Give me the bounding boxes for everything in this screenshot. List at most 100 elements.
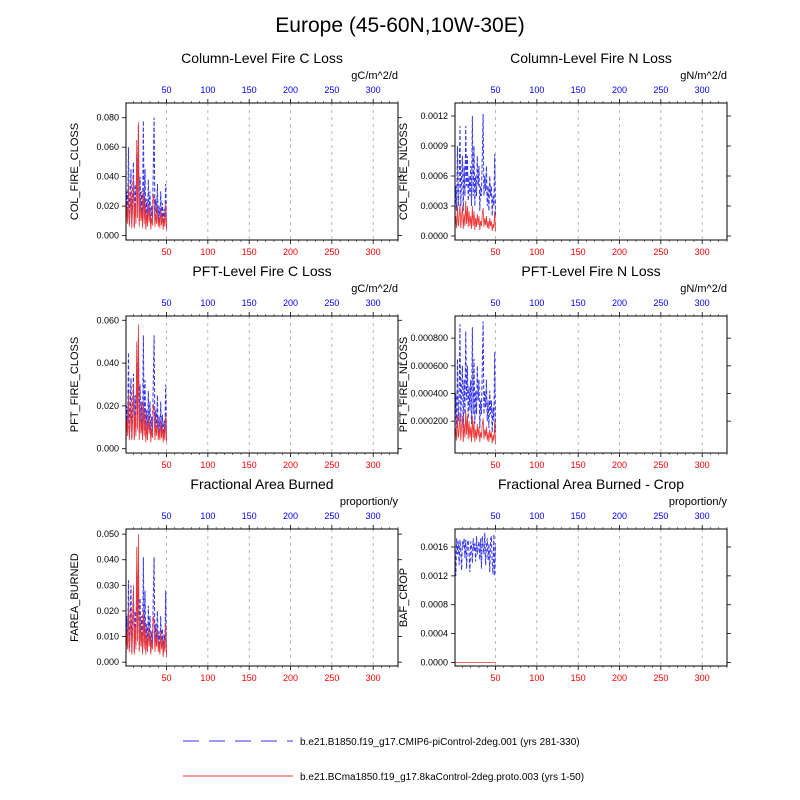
panel-3: PFT-Level Fire C Loss gC/m^2/d 50 50 100 100 1… [69, 263, 402, 470]
y-tick-label: 0.040 [96, 172, 119, 182]
y-tick-label: 0.0009 [420, 141, 448, 151]
x-tick-label-top: 200 [283, 85, 298, 95]
panel-4: PFT-Level Fire N Loss gN/m^2/d 50 50 100 100 1… [398, 263, 731, 470]
x-tick-label-top: 150 [571, 511, 586, 521]
x-tick-label-bottom: 150 [571, 460, 586, 470]
x-tick-label-bottom: 300 [366, 247, 381, 257]
y-tick-label: 0.040 [96, 555, 119, 565]
legend-entry-b: b.e21.BCma1850.f19_g17.8kaControl-2deg.p… [183, 772, 584, 783]
y-tick-label: 0.0004 [420, 629, 448, 639]
plot-frame [454, 102, 728, 241]
x-tick-label-bottom: 250 [324, 673, 339, 683]
y-tick-label: 0.0012 [420, 111, 448, 121]
x-tick-label-top: 100 [529, 511, 544, 521]
x-tick-label-top: 300 [695, 511, 710, 521]
x-tick-label-bottom: 200 [612, 247, 627, 257]
series-line-b [454, 200, 496, 232]
x-tick-label-bottom: 200 [612, 673, 627, 683]
x-tick-label-top: 50 [491, 85, 501, 95]
y-tick-label: 0.000800 [410, 333, 448, 343]
y-tick-label: 0.0008 [420, 600, 448, 610]
y-tick-label: 0.0016 [420, 542, 448, 552]
x-tick-label-top: 200 [283, 298, 298, 308]
y-axis-label: BAF_CROP [398, 568, 410, 627]
x-tick-label-bottom: 100 [529, 460, 544, 470]
y-tick-label: 0.0003 [420, 201, 448, 211]
x-tick-label-bottom: 50 [162, 460, 172, 470]
y-tick-label: 0.020 [96, 606, 119, 616]
x-tick-label-bottom: 50 [491, 460, 501, 470]
x-tick-label-top: 300 [366, 298, 381, 308]
x-tick-label-top: 250 [324, 298, 339, 308]
x-tick-label-top: 200 [612, 298, 627, 308]
x-tick-label-top: 50 [162, 511, 172, 521]
x-tick-label-top: 250 [324, 85, 339, 95]
x-tick-label-bottom: 100 [200, 673, 215, 683]
y-tick-label: 0.060 [96, 142, 119, 152]
panel-1: Column-Level Fire C Loss gC/m^2/d 50 50 100 1… [69, 50, 402, 257]
panel-title: Column-Level Fire N Loss [510, 50, 672, 66]
y-axis-label: PFT_FIRE_CLOSS [69, 337, 81, 432]
panel-units: proportion/y [340, 496, 399, 508]
x-tick-label-top: 200 [612, 85, 627, 95]
x-tick-label-top: 150 [242, 85, 257, 95]
x-tick-label-bottom: 150 [571, 247, 586, 257]
x-tick-label-bottom: 200 [283, 460, 298, 470]
x-tick-label-top: 50 [491, 511, 501, 521]
panel-units: gN/m^2/d [680, 283, 727, 295]
legend-label-a: b.e21.B1850.f19_g17.CMIP6-piControl-2deg… [300, 737, 580, 748]
y-axis-label: COL_FIRE_CLOSS [69, 123, 81, 220]
y-tick-label: 0.000600 [410, 361, 448, 371]
y-tick-label: 0.000 [96, 657, 119, 667]
panel-5: Fractional Area Burned proportion/y 50 50 10… [69, 476, 402, 683]
y-tick-label: 0.0000 [420, 231, 448, 241]
x-tick-label-top: 50 [162, 85, 172, 95]
x-tick-label-bottom: 200 [283, 247, 298, 257]
panel-title: Column-Level Fire C Loss [181, 50, 343, 66]
panel-units: gC/m^2/d [351, 70, 398, 82]
legend-entry-a: b.e21.B1850.f19_g17.CMIP6-piControl-2deg… [183, 737, 580, 748]
x-tick-label-top: 250 [653, 85, 668, 95]
x-tick-label-bottom: 200 [283, 673, 298, 683]
x-tick-label-bottom: 100 [529, 673, 544, 683]
series-line-b [125, 324, 167, 443]
series-line-b [125, 534, 167, 658]
x-tick-label-top: 200 [612, 511, 627, 521]
y-tick-label: 0.060 [96, 315, 119, 325]
x-tick-label-top: 150 [242, 511, 257, 521]
x-tick-label-bottom: 250 [324, 460, 339, 470]
panel-units: gC/m^2/d [351, 283, 398, 295]
y-tick-label: 0.0012 [420, 571, 448, 581]
x-tick-label-top: 100 [200, 511, 215, 521]
x-tick-label-top: 50 [491, 298, 501, 308]
x-tick-label-bottom: 300 [695, 247, 710, 257]
x-tick-label-bottom: 100 [200, 460, 215, 470]
series-line-b [125, 122, 167, 230]
x-tick-label-top: 300 [366, 511, 381, 521]
x-tick-label-top: 300 [695, 298, 710, 308]
x-tick-label-top: 300 [366, 85, 381, 95]
y-axis-label: PFT_FIRE_NLOSS [398, 337, 410, 432]
legend-label-b: b.e21.BCma1850.f19_g17.8kaControl-2deg.p… [300, 772, 584, 783]
y-tick-label: 0.080 [96, 113, 119, 123]
y-tick-label: 0.0000 [420, 657, 448, 667]
x-tick-label-bottom: 150 [242, 247, 257, 257]
x-tick-label-bottom: 300 [366, 673, 381, 683]
x-tick-label-top: 50 [162, 298, 172, 308]
x-tick-label-bottom: 50 [162, 247, 172, 257]
x-tick-label-bottom: 300 [695, 460, 710, 470]
x-tick-label-top: 300 [695, 85, 710, 95]
y-tick-label: 0.020 [96, 201, 119, 211]
x-tick-label-bottom: 100 [200, 247, 215, 257]
x-tick-label-bottom: 50 [491, 673, 501, 683]
y-tick-label: 0.000400 [410, 388, 448, 398]
panel-2: Column-Level Fire N Loss gN/m^2/d 50 50 100 1… [398, 50, 731, 257]
x-tick-label-top: 150 [571, 298, 586, 308]
panel-units: gN/m^2/d [680, 70, 727, 82]
panel-title: Fractional Area Burned [190, 476, 333, 492]
y-axis-label: FAREA_BURNED [69, 553, 81, 642]
y-tick-label: 0.030 [96, 580, 119, 590]
panels: Column-Level Fire C Loss gC/m^2/d 50 50 100 1… [69, 50, 731, 683]
y-tick-label: 0.040 [96, 358, 119, 368]
